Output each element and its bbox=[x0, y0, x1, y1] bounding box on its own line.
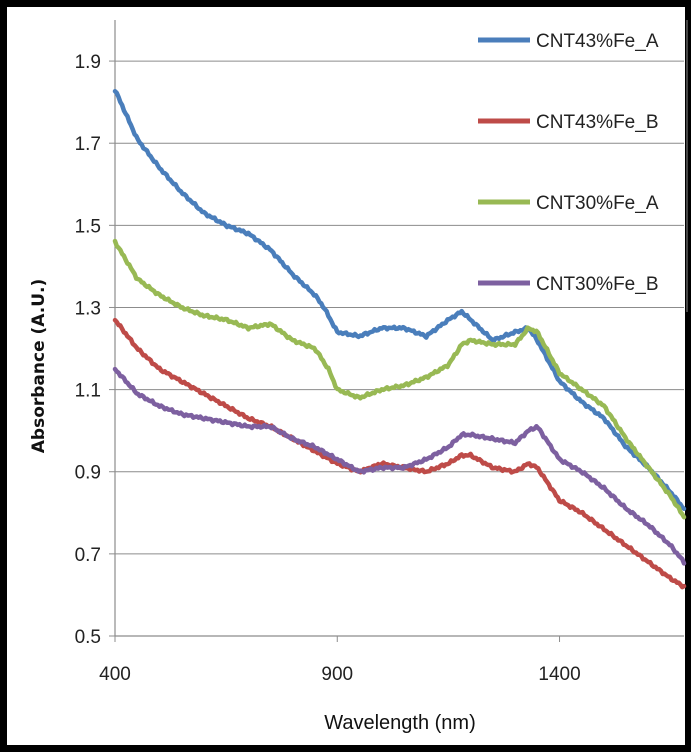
series-line-1 bbox=[112, 88, 687, 512]
y-tick-label: 1.7 bbox=[75, 134, 101, 155]
legend-label: CNT43%Fe_A bbox=[536, 31, 659, 52]
legend-label: CNT30%Fe_B bbox=[536, 274, 659, 295]
y-tick-label: 0.5 bbox=[75, 627, 101, 648]
legend-label: CNT30%Fe_A bbox=[536, 193, 659, 214]
legend-label: CNT43%Fe_B bbox=[536, 112, 659, 133]
series-line-4 bbox=[112, 366, 687, 566]
y-tick-label: 1.5 bbox=[75, 216, 101, 237]
series-line-2 bbox=[112, 317, 687, 590]
x-tick-label: 1400 bbox=[538, 664, 580, 685]
x-axis-label: Wavelength (nm) bbox=[324, 712, 476, 734]
y-tick-label: 0.9 bbox=[75, 463, 101, 484]
y-tick-label: 1.1 bbox=[75, 381, 101, 402]
y-tick-label: 0.7 bbox=[75, 545, 101, 566]
axes: 0.5 0.7 0.9 1.1 1.3 1.5 1.7 1.9 400 900 1400 bbox=[75, 20, 684, 685]
y-tick-label: 1.3 bbox=[75, 298, 101, 319]
x-tick-label: 900 bbox=[321, 664, 353, 685]
y-axis-label: Absorbance (A.U.) bbox=[29, 279, 49, 454]
legend: CNT43%Fe_A CNT43%Fe_B CNT30%Fe_A CNT30%Fe_B bbox=[478, 20, 688, 312]
x-tick-label: 400 bbox=[99, 664, 131, 685]
grid-lines bbox=[115, 60, 684, 555]
series-lines bbox=[112, 88, 687, 590]
y-tick-label: 1.9 bbox=[75, 52, 101, 73]
series-line-3 bbox=[112, 238, 687, 520]
